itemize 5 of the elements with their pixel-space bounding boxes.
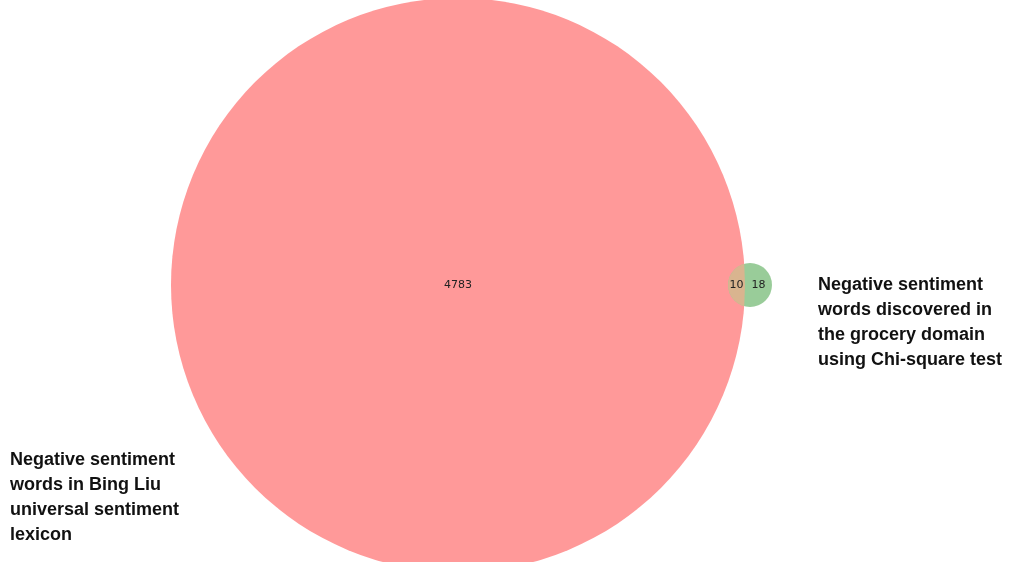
data-label: 4783: [444, 277, 472, 291]
data-label: 18: [751, 277, 766, 291]
text: Negative sentiment words discovered in the grocery domain using Chi-square test: [818, 273, 1004, 371]
data-label: 10: [729, 277, 744, 291]
text: Negative sentiment words in Bing Liu universal sentiment lexicon: [10, 448, 181, 546]
